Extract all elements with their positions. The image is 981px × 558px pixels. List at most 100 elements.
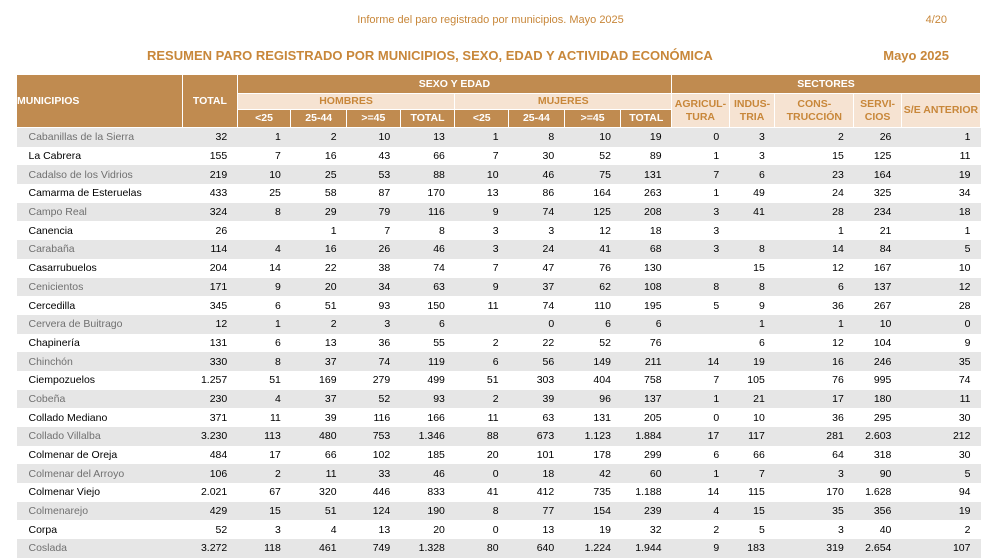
table-cell: 12	[182, 314, 238, 334]
table-cell: 1.628	[865, 486, 892, 499]
table-cell: 0	[671, 127, 730, 147]
table-cell: 108	[620, 277, 672, 297]
table-cell: 22	[324, 262, 337, 275]
table-cell: 2.654	[853, 539, 902, 558]
table-cell: 1	[901, 127, 981, 147]
page-number: 4/20	[925, 14, 947, 26]
table-cell: 6	[758, 336, 765, 349]
table-cell: 4	[237, 389, 291, 409]
municipio-name: Chapinería	[28, 336, 80, 349]
table-cell: 13	[378, 523, 391, 536]
table-row: Casarrubuelos 204 14 22 38 74 7 47 76 130 15 12 167 1…	[17, 259, 981, 278]
table-cell: 412	[536, 486, 555, 499]
table-row: Cenicientos 171 9 20 34 63 9 37 62 108 8 8 6 137 12	[16, 277, 981, 297]
table-cell: 640	[508, 539, 565, 558]
group-mujeres: MUJERES	[454, 93, 673, 110]
table-cell: 1	[837, 224, 844, 237]
table-cell: 433	[209, 187, 228, 200]
table-cell: 35	[774, 501, 854, 521]
table-cell: 64	[832, 449, 844, 462]
table-cell: 167	[873, 262, 892, 275]
table-cell	[237, 221, 291, 240]
table-cell: 303	[536, 374, 555, 387]
table-cell: 21	[879, 224, 892, 237]
table-cell: 56	[508, 352, 565, 371]
table-cell: 3.272	[182, 539, 238, 558]
table-row: Cadalso de los Vidrios 219 10 25 53 88 10 46 75 1…	[16, 165, 981, 185]
table-cell: 51	[290, 501, 347, 521]
table-cell: 137	[620, 389, 672, 409]
table-cell: 28	[774, 202, 854, 222]
table-cell: 3	[275, 523, 281, 536]
table-cell: 55	[433, 336, 445, 349]
table-cell: 1.224	[564, 539, 621, 558]
table-cell: 6	[400, 314, 455, 334]
table-cell: 86	[542, 187, 555, 200]
table-cell: 480	[290, 427, 347, 446]
table-cell: 1	[713, 187, 720, 200]
table-cell: 63	[400, 277, 455, 297]
col-hombres-ge45: >=45	[346, 109, 401, 128]
table-cell: 8	[508, 127, 565, 147]
table-cell: 35	[901, 352, 981, 371]
municipio-name: Corpa	[28, 523, 58, 536]
table-cell: 52	[215, 523, 228, 536]
col-construccion: CONS- TRUCCIÓN	[774, 93, 855, 128]
table-cell: 51	[324, 299, 337, 312]
table-cell: 295	[873, 411, 892, 424]
table-cell: 12	[832, 336, 844, 349]
table-cell: 15	[729, 501, 775, 521]
table-cell	[454, 314, 509, 334]
table-cell: 7	[492, 150, 499, 163]
table-cell: 345	[209, 299, 228, 312]
table-cell: 53	[346, 165, 401, 185]
table-cell: 34	[346, 277, 401, 297]
table-cell: 2	[454, 389, 509, 409]
table-cell: 36	[832, 411, 844, 424]
table-cell: 11	[487, 411, 499, 424]
table-cell: 150	[427, 299, 445, 312]
col-hombres-lt25: <25	[236, 109, 292, 128]
table-cell: 7	[671, 165, 730, 185]
table-cell: 13	[486, 187, 499, 200]
table-cell: 11	[290, 464, 347, 484]
table-cell: 429	[182, 501, 238, 521]
municipio-name: Ciempozuelos	[28, 374, 96, 387]
table-cell: 14	[707, 486, 720, 499]
table-row: La Cabrera 155 7 16 43 66 7 30 52 89 1 3 15 125 11	[17, 147, 981, 166]
table-cell: 19	[620, 127, 672, 147]
table-cell: 4	[237, 240, 291, 259]
table-cell: 137	[853, 277, 902, 297]
table-cell: 17	[774, 389, 854, 409]
table-cell: 404	[593, 374, 611, 387]
table-row: Campo Real 324 8 29 79 116 9 74 125 208 3 41 28 234 18	[16, 202, 981, 222]
municipio-name: Cobeña	[16, 389, 183, 409]
table-row: Cercedilla 345 6 51 93 150 11 74 110 195 5 9 36 267 28	[17, 296, 981, 315]
table-cell: 24	[508, 240, 565, 259]
table-cell: 3	[671, 202, 730, 222]
col-total: TOTAL	[182, 74, 238, 128]
table-cell: 37	[290, 352, 347, 371]
table-cell: 1.328	[400, 539, 455, 558]
table-cell: 4	[671, 501, 730, 521]
table-cell: 115	[748, 486, 765, 499]
table-cell: 446	[372, 486, 391, 499]
table-cell: 47	[542, 262, 555, 275]
table-cell: 9	[758, 299, 765, 312]
table-cell: 49	[753, 187, 765, 200]
table-cell: 1	[729, 314, 775, 334]
table-cell: 6	[454, 352, 509, 371]
table-cell: 6	[729, 165, 775, 185]
table-cell: 279	[372, 374, 391, 387]
table-cell: 3.230	[182, 427, 238, 446]
table-cell: 2	[237, 464, 291, 484]
table-cell: 319	[774, 539, 854, 558]
table-cell: 28	[958, 299, 971, 312]
table-cell: 29	[290, 202, 347, 222]
table-cell: 93	[378, 299, 391, 312]
table-cell: 14	[269, 262, 281, 275]
unemployment-table: MUNICIPIOS TOTAL SEXO Y EDAD SECTORES HO…	[15, 74, 981, 558]
table-cell: 3	[346, 314, 401, 334]
table-cell: 10	[564, 127, 621, 147]
table-cell: 3	[837, 523, 844, 536]
